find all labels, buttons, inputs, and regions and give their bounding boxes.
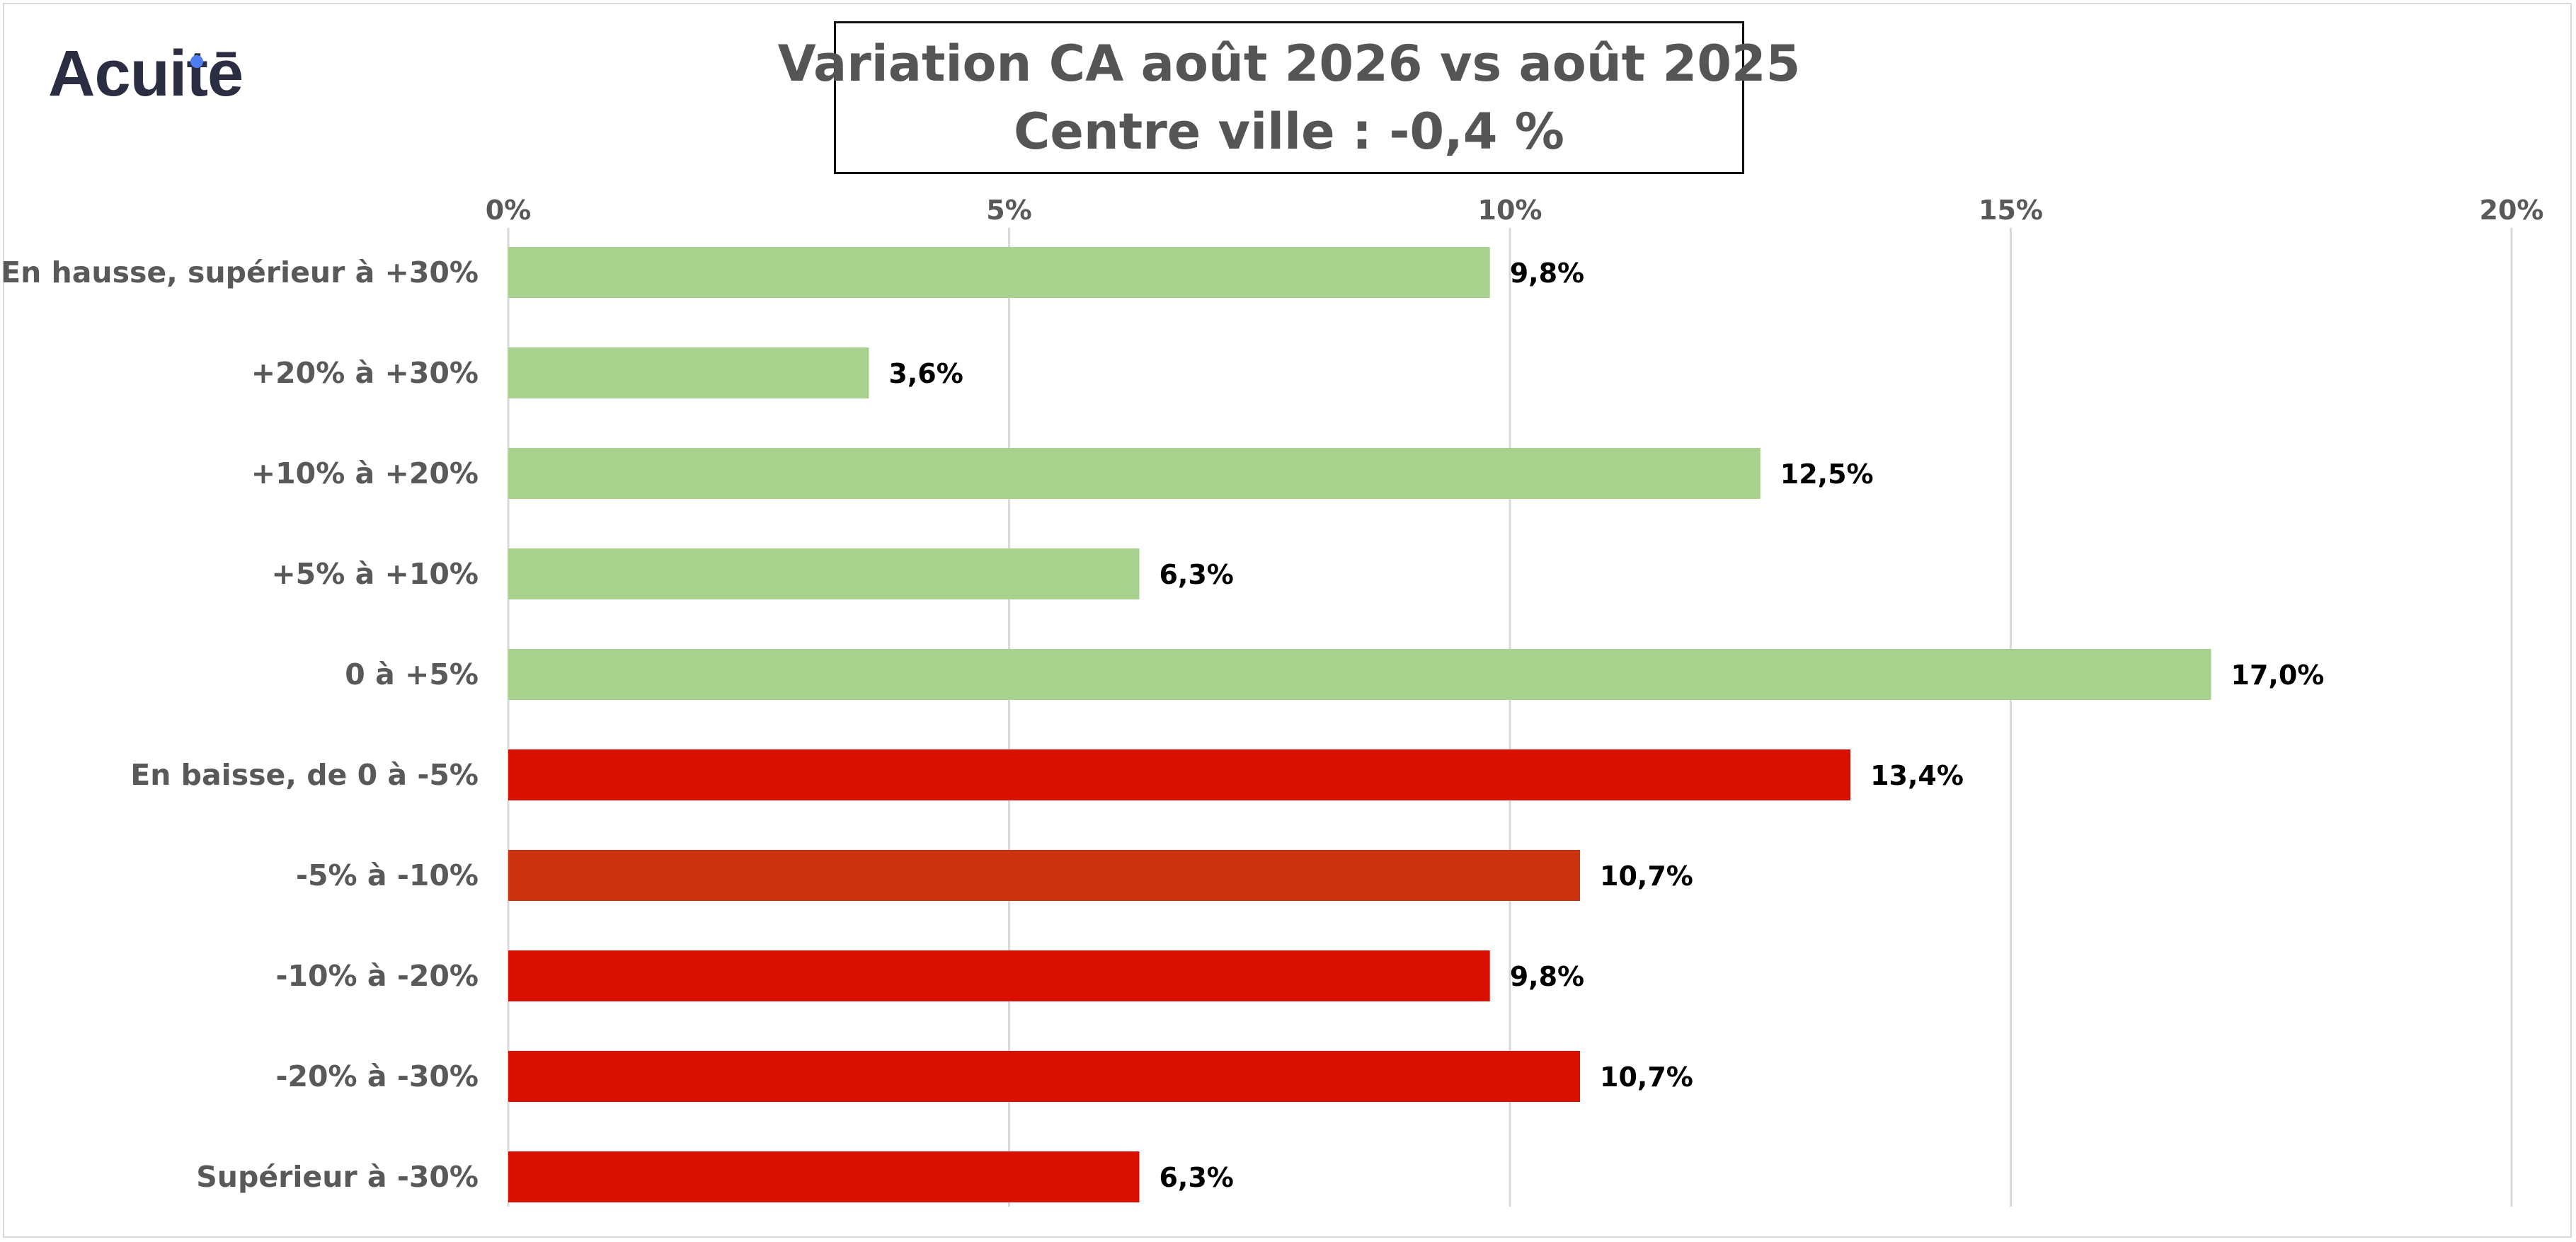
bar-7 [508, 850, 1581, 901]
category-label-1: En hausse, supérieur à +30% [1, 255, 479, 289]
category-label-2: +20% à +30% [251, 356, 479, 390]
bar-5 [508, 649, 2211, 700]
category-label-9: -20% à -30% [275, 1059, 479, 1093]
data-label-7: 10,7% [1600, 861, 1693, 892]
x-axis-ticks: 0% 5% 10% 15% 20% [486, 195, 2544, 226]
chart-frame [3, 3, 2572, 1238]
bar-10 [508, 1151, 1140, 1202]
data-labels: 9,8% 3,6% 12,5% 6,3% 17,0% 13,4% 10,7% 9,8% 10,7… [888, 258, 2324, 1193]
chart-title-box: Variation CA août 2026 vs août 2025 Cent… [778, 21, 1800, 174]
data-label-5: 17,0% [2231, 660, 2325, 691]
category-labels: En hausse, supérieur à +30% +20% à +30% +1… [1, 255, 479, 1194]
data-label-3: 12,5% [1780, 459, 1874, 490]
chart-title: Variation CA août 2026 vs août 2025 [777, 35, 1801, 93]
bars [508, 247, 2211, 1202]
bar-4 [508, 548, 1140, 599]
category-label-6: En baisse, de 0 à -5% [130, 758, 479, 792]
category-label-10: Supérieur à -30% [196, 1160, 479, 1194]
x-tick-label-10: 10% [1478, 195, 1542, 226]
gridlines [507, 228, 2513, 1207]
bar-6 [508, 749, 1851, 800]
category-label-3: +10% à +20% [251, 456, 479, 490]
x-tick-label-15: 15% [1979, 195, 2043, 226]
x-tick-label-0: 0% [486, 195, 532, 226]
logo-dot-icon [190, 55, 203, 68]
bar-9 [508, 1051, 1581, 1102]
bar-1 [508, 247, 1490, 298]
category-label-5: 0 à +5% [345, 657, 479, 691]
logo-text: Acuitē [48, 38, 244, 110]
category-label-8: -10% à -20% [275, 959, 479, 993]
x-tick-label-5: 5% [986, 195, 1032, 226]
category-label-4: +5% à +10% [271, 557, 479, 591]
data-label-2: 3,6% [888, 358, 963, 389]
data-label-1: 9,8% [1510, 258, 1584, 289]
category-label-7: -5% à -10% [296, 858, 479, 892]
brand-logo: Acuitē [48, 37, 244, 122]
data-label-4: 6,3% [1159, 559, 1233, 590]
data-label-9: 10,7% [1600, 1062, 1693, 1093]
bar-2 [508, 347, 869, 398]
chart-subtitle: Centre ville : -0,4 % [1014, 103, 1564, 161]
data-label-6: 13,4% [1870, 760, 1964, 791]
bar-3 [508, 448, 1761, 499]
data-label-8: 9,8% [1510, 961, 1584, 992]
bar-8 [508, 950, 1490, 1001]
x-tick-label-20: 20% [2480, 195, 2544, 226]
data-label-10: 6,3% [1159, 1162, 1233, 1193]
